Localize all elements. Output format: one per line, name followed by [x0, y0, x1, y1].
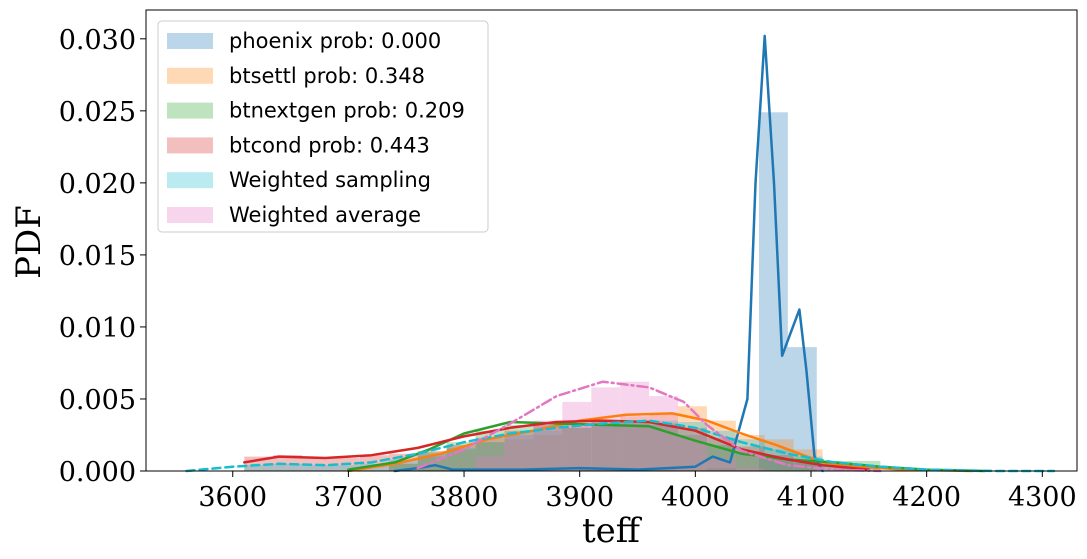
btcond-kde-line: [243, 419, 871, 471]
legend-swatch: [167, 137, 213, 154]
btsettl-hist-bar: [562, 427, 592, 471]
x-tick-label: 3900: [545, 482, 614, 513]
phoenix-hist-bar: [417, 469, 447, 471]
x-tick-label: 4000: [661, 482, 730, 513]
x-tick-label: 3800: [430, 482, 499, 513]
weighted-sampling-hist-bar: [504, 435, 534, 471]
x-tick-label: 3600: [198, 482, 267, 513]
y-tick-label: 0.020: [59, 169, 136, 200]
weighted-sampling-hist-bar: [591, 424, 621, 471]
y-tick-label: 0.030: [59, 25, 136, 56]
x-tick-label: 4100: [777, 482, 846, 513]
phoenix-kde-line: [393, 34, 824, 473]
weighted-sampling-hist-bar: [302, 465, 331, 471]
btnextgen-hist-bar: [735, 453, 765, 471]
x-tick-label: 4300: [1008, 482, 1077, 513]
weighted-average-hist-bar: [591, 387, 621, 471]
btnextgen-kde-line: [347, 420, 986, 473]
legend-swatch: [167, 33, 213, 49]
btnextgen-hist-bar: [620, 420, 650, 471]
phoenix-hist-bar: [706, 468, 736, 471]
weighted-sampling-hist-bar: [620, 420, 650, 471]
y-tick-label: 0.025: [59, 97, 136, 128]
kde-layer: [185, 34, 1056, 473]
y-tick-label: 0.015: [59, 241, 136, 272]
weighted-average-kde-line: [416, 380, 882, 473]
y-tick-label: 0.010: [59, 313, 136, 344]
phoenix-hist-bar: [579, 469, 609, 471]
legend-box: [157, 20, 489, 233]
weighted-sampling-hist-bar: [562, 427, 592, 471]
y-tick-label: 0.000: [59, 457, 136, 488]
btsettl-hist-bar: [446, 449, 476, 471]
legend-label: Weighted sampling: [229, 168, 431, 192]
x-axis-label: teff: [582, 511, 643, 551]
plot-frame: [145, 9, 1078, 472]
weighted-average-hist-bar: [706, 459, 736, 471]
btsettl-kde-line: [347, 412, 975, 473]
y-axis: 0.000 0.005 0.010 0.015 0.020 0.025 0.030: [59, 25, 146, 488]
weighted-sampling-kde-line: [185, 419, 1056, 473]
btnextgen-hist-bar: [533, 424, 563, 471]
weighted-sampling-hist-bar: [331, 465, 360, 471]
btnextgen-hist-bar: [591, 424, 621, 471]
btsettl-hist-bar: [591, 420, 621, 471]
legend-swatch: [167, 172, 213, 189]
btsettl-hist-bar: [504, 439, 534, 471]
weighted-sampling-hist-bar: [533, 430, 563, 471]
y-axis-label: PDF: [9, 205, 49, 279]
legend-swatch: [167, 102, 213, 119]
legend-swatch: [167, 207, 213, 223]
btnextgen-hist-bar: [764, 459, 794, 471]
legend-label: btsettl prob: 0.348: [229, 64, 425, 88]
btcond-hist-bar: [591, 420, 621, 471]
legend-label: Weighted average: [229, 203, 421, 227]
btsettl-hist-bar: [388, 463, 418, 471]
legend-label: btcond prob: 0.443: [229, 133, 430, 157]
weighted-average-hist-bar: [735, 468, 765, 471]
btnextgen-hist-bar: [562, 427, 592, 471]
btsettl-hist-bar: [533, 435, 563, 471]
x-axis: 3600 3700 3800 3900 4000 4100 4200 4300: [198, 471, 1077, 513]
phoenix-hist-bar: [649, 469, 678, 471]
btcond-hist-bar: [562, 423, 592, 471]
weighted-sampling-hist-bar: [475, 442, 505, 471]
btnextgen-hist-bar: [388, 463, 418, 471]
btsettl-hist-bar: [475, 442, 505, 471]
weighted-sampling-hist-bar: [273, 463, 303, 471]
legend-swatch: [167, 67, 213, 84]
btcond-hist-bar: [475, 437, 505, 471]
x-tick-label: 4200: [892, 482, 961, 513]
legend: phoenix prob: 0.000 btsettl prob: 0.348 bt…: [157, 20, 489, 233]
weighted-sampling-hist-bar: [244, 465, 274, 471]
legend-label: btnextgen prob: 0.209: [229, 99, 465, 123]
x-tick-label: 3700: [314, 482, 383, 513]
weighted-average-hist-bar: [504, 435, 534, 471]
weighted-average-hist-bar: [562, 401, 592, 471]
legend-label: phoenix prob: 0.000: [229, 29, 441, 53]
y-tick-label: 0.005: [59, 385, 136, 416]
weighted-average-hist-bar: [475, 456, 505, 471]
btcond-hist-bar: [504, 430, 534, 471]
btcond-hist-bar: [273, 455, 303, 471]
weighted-sampling-hist-bar: [388, 459, 418, 471]
btcond-hist-bar: [620, 423, 650, 471]
btcond-hist-bar: [533, 424, 563, 471]
